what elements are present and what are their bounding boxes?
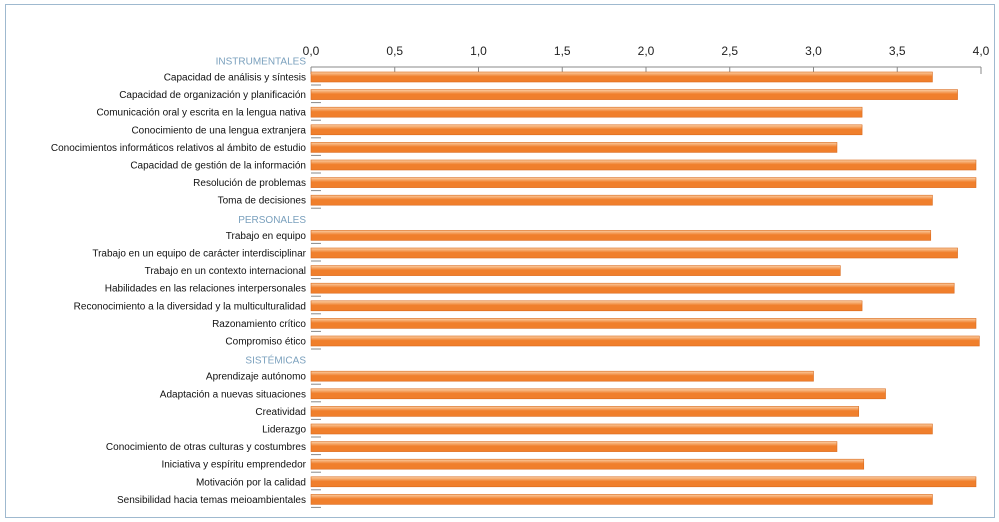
category-label: Toma de decisiones [218, 196, 306, 207]
bar [310, 494, 933, 505]
bar [310, 318, 977, 329]
category-label: Trabajo en un equipo de carácter interdi… [92, 249, 306, 260]
bar [310, 230, 932, 241]
bar [310, 194, 933, 206]
section-label: SISTÉMICAS [245, 354, 306, 367]
bar [310, 476, 977, 488]
category-label: Liderazgo [262, 425, 306, 436]
category-label: Iniciativa y espíritu emprendedor [161, 460, 306, 471]
category-label: Resolución de problemas [193, 178, 306, 189]
category-label: Sensibilidad hacia temas meioambientales [117, 495, 306, 506]
category-label: Capacidad de análisis y síntesis [164, 73, 306, 84]
bar [310, 282, 955, 294]
category-label: Razonamiento crítico [212, 319, 306, 330]
category-label: Capacidad de organización y planificació… [119, 90, 306, 101]
x-tick-label: 0,0 [303, 44, 320, 58]
section-label: PERSONALES [238, 215, 306, 226]
x-tick-label: 4,0 [973, 44, 990, 58]
bar [310, 388, 886, 400]
category-label: Conocimientos informáticos relativos al … [51, 143, 307, 154]
bar [310, 458, 865, 470]
x-tick-label: 1,0 [470, 44, 487, 58]
category-label: Reconocimiento a la diversidad y la mult… [74, 301, 306, 312]
bar [310, 159, 977, 171]
bar [310, 142, 838, 153]
bar [310, 370, 814, 382]
x-tick-label: 3,5 [889, 44, 906, 58]
bar [310, 265, 841, 276]
x-axis: 0,0 0,5 1,0 1,5 2,0 2,5 3,0 3,5 4,0 [303, 44, 990, 74]
bar [310, 423, 933, 435]
chart-rows: INSTRUMENTALES Capacidad de análisis y sí… [51, 57, 980, 508]
category-label: Trabajo en un contexto internacional [145, 266, 306, 277]
bar [310, 89, 958, 100]
x-tick-label: 2,0 [638, 44, 655, 58]
category-label: Habilidades en las relaciones interperso… [105, 284, 306, 295]
section-label: INSTRUMENTALES [216, 57, 307, 68]
x-tick-label: 0,5 [386, 44, 403, 58]
bar [310, 177, 977, 188]
category-label: Capacidad de gestión de la información [130, 161, 306, 172]
category-label: Trabajo en equipo [226, 231, 307, 242]
category-label: Comunicación oral y escrita en la lengua… [96, 108, 306, 119]
category-label: Compromiso ético [225, 337, 306, 348]
bar [310, 247, 958, 259]
bar [310, 441, 838, 452]
bar [310, 335, 980, 347]
category-label: Conocimiento de otras culturas y costumb… [106, 442, 306, 453]
x-tick-label: 3,0 [805, 44, 822, 58]
category-label: Aprendizaje autónomo [206, 372, 307, 383]
category-label: Creatividad [255, 407, 306, 418]
bar [310, 71, 933, 83]
category-label: Conocimiento de una lengua extranjera [131, 125, 306, 136]
category-label: Adaptación a nuevas situaciones [160, 389, 306, 400]
bar [310, 406, 860, 417]
bar [310, 124, 863, 136]
bar [310, 300, 863, 312]
x-tick-label: 2,5 [721, 44, 738, 58]
bar [310, 106, 863, 118]
bar-chart: 0,0 0,5 1,0 1,5 2,0 2,5 3,0 3,5 4,0 INSTRUMENTAL… [51, 44, 990, 508]
chart-frame: 0,0 0,5 1,0 1,5 2,0 2,5 3,0 3,5 4,0 INSTRUMENTAL… [5, 4, 995, 518]
x-tick-label: 1,5 [554, 44, 571, 58]
category-label: Motivación por la calidad [196, 477, 306, 488]
